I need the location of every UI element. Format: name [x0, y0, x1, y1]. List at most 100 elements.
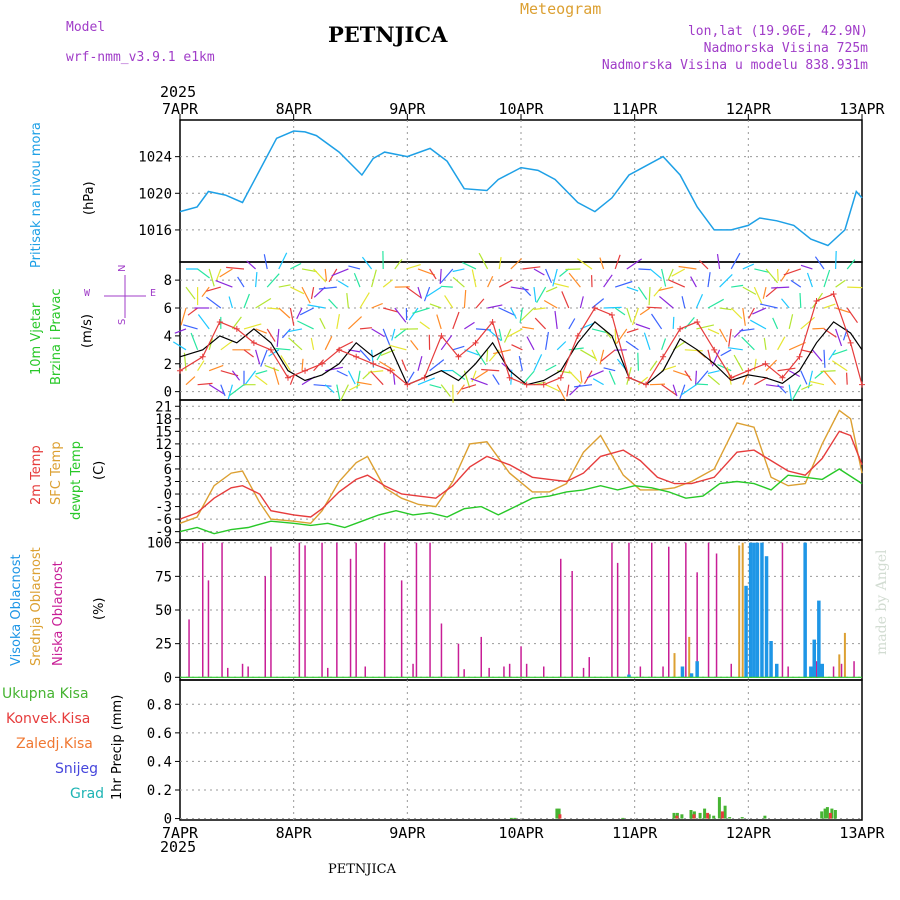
wind-gust-marker	[370, 360, 377, 367]
temp2m-line	[179, 430, 863, 520]
precip-bar	[823, 808, 827, 819]
wind-gust-marker	[847, 339, 854, 346]
wind-barb	[752, 307, 767, 315]
cloud-y-tick-label: 25	[155, 637, 172, 653]
wind-barb	[534, 317, 547, 330]
precip-bar	[513, 817, 517, 819]
wind-barb	[719, 307, 732, 311]
wind-barb	[324, 384, 335, 394]
precip-bar	[707, 814, 711, 819]
wind-barb	[592, 378, 604, 386]
wind-y-tick-label: 2	[164, 357, 172, 373]
wind-barb	[429, 359, 445, 372]
cloud-bar	[628, 542, 630, 678]
cloud-bar	[429, 542, 431, 678]
legend-frozen: Zaledj.Kisa	[16, 736, 93, 752]
wind-barb	[359, 292, 370, 309]
cloud-bar	[707, 542, 710, 678]
cloud-bar	[812, 639, 816, 678]
wind-barb	[266, 273, 280, 288]
wind-barb	[288, 337, 303, 351]
wind-barb	[831, 360, 848, 372]
wind-barb	[263, 254, 268, 270]
wind-barb	[762, 286, 767, 299]
wind-barb	[313, 268, 327, 283]
cloud-bar	[508, 663, 511, 678]
wind-barb	[846, 307, 858, 324]
wind-barb	[255, 370, 268, 375]
wind-barb	[440, 384, 451, 397]
wind-barb	[717, 364, 732, 372]
wind-barb	[696, 324, 715, 330]
wind-barb	[255, 328, 268, 334]
wind-barb	[823, 269, 831, 288]
wind-barb	[197, 382, 213, 386]
wind-barb	[410, 340, 419, 351]
wind-barb	[545, 384, 560, 392]
wind-barb	[318, 286, 337, 290]
wind-gust-marker	[608, 311, 615, 318]
wind-barb	[336, 370, 348, 377]
cloud-bar	[769, 641, 773, 678]
wind-barb	[568, 318, 576, 330]
temp-y-tick-label: 21	[155, 399, 172, 415]
wind-barb	[439, 268, 442, 284]
wind-barb	[814, 370, 825, 379]
wind-barb	[406, 264, 421, 270]
model-name: wrf-nmm_v3.9.1 e1km	[66, 50, 215, 65]
wind-barb	[707, 272, 711, 288]
wind-barb	[486, 349, 489, 362]
wind-barb	[208, 338, 214, 350]
wind-barb	[828, 349, 837, 361]
precip-bar	[555, 808, 559, 819]
cloud-bar	[673, 653, 676, 678]
wind-barb	[625, 340, 639, 351]
wind-barb	[506, 328, 523, 338]
wind-barb	[790, 279, 802, 288]
wind-barb	[552, 268, 558, 287]
wind-barb	[475, 298, 485, 309]
wind-barb	[220, 384, 226, 397]
wind-gust-marker	[404, 381, 411, 388]
wind-barb	[206, 296, 222, 309]
precip-bar	[763, 815, 767, 819]
wind-barb	[510, 258, 523, 270]
wind-barb	[231, 370, 241, 381]
wind-barb	[301, 268, 317, 273]
wind-barb	[208, 364, 224, 372]
temp-y-tick-label: 15	[155, 424, 172, 440]
cloud-mid-label: Srednja Oblacnost	[29, 547, 44, 666]
dew-axis-label: dewpt Temp	[69, 440, 84, 520]
wind-barb	[297, 320, 314, 330]
wind-barb	[254, 375, 268, 386]
wind-barb	[846, 259, 856, 270]
cloud-y-tick-label: 0	[164, 670, 172, 686]
wind-barb	[566, 384, 570, 397]
wind-barb	[681, 384, 697, 396]
wind-barb	[730, 252, 741, 270]
wind-barb	[754, 268, 770, 273]
wind-barb	[835, 328, 843, 347]
wind-barb	[608, 370, 616, 385]
wind-barb	[359, 327, 372, 330]
cloud-bar	[748, 542, 753, 678]
wind-barb	[726, 366, 732, 385]
wind-barb	[487, 328, 502, 342]
wind-barb	[780, 268, 790, 282]
cloud-bar	[611, 542, 613, 678]
wind-barb	[728, 328, 732, 347]
cloud-bar	[696, 572, 698, 678]
cloud-bar	[832, 666, 835, 678]
wind-barb	[301, 286, 311, 304]
wind-barb	[280, 355, 291, 372]
cloud-bar	[364, 666, 366, 678]
wind-gust-marker	[557, 374, 564, 381]
wind-barb	[520, 307, 535, 321]
cloud-bar	[820, 663, 824, 678]
pressure-axis-label: Pritisak na nivou mora	[29, 122, 44, 268]
wind-gust-marker	[455, 353, 462, 360]
wind-barb	[801, 384, 813, 391]
wind-barb	[382, 279, 394, 288]
wind-barb	[471, 269, 477, 288]
wind-barb	[417, 268, 436, 276]
